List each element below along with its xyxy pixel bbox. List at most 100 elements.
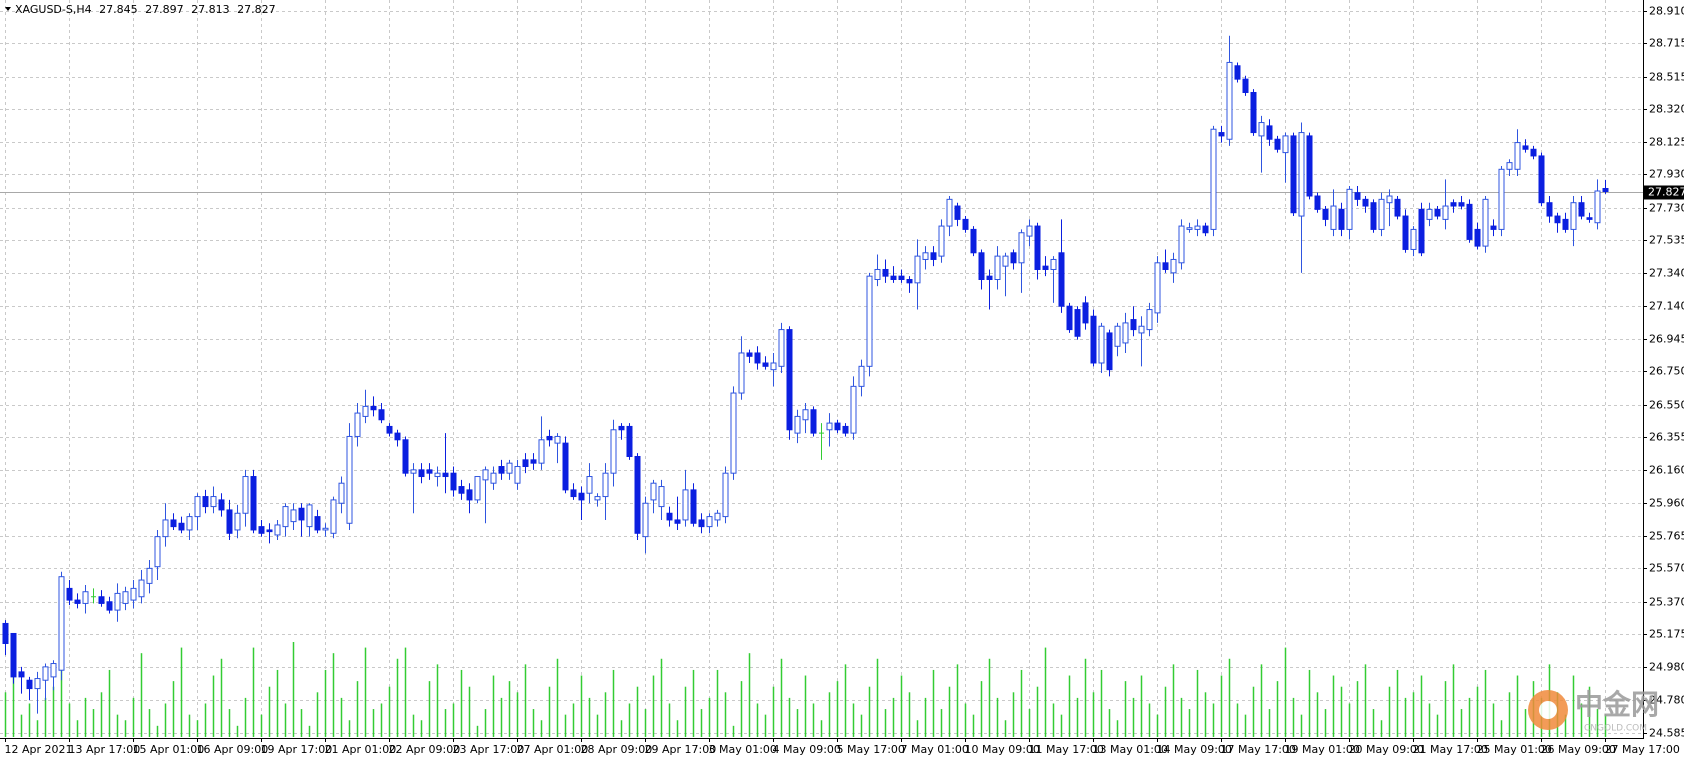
candle-body xyxy=(786,329,793,431)
candle-body xyxy=(1474,228,1481,247)
candle-body xyxy=(18,671,25,678)
x-tick-label: 21 Apr 01:00 xyxy=(325,743,397,756)
y-tick-label: 28.125 xyxy=(1649,136,1684,149)
last-low: 27.813 xyxy=(191,3,230,16)
candle-body xyxy=(730,392,737,474)
candle-body xyxy=(874,268,881,281)
candle-body xyxy=(1162,262,1169,270)
candle-body xyxy=(970,228,977,254)
candle-body xyxy=(1554,215,1561,224)
candle-body xyxy=(842,425,849,434)
candle-body xyxy=(898,275,905,281)
candle-body xyxy=(1450,202,1457,207)
candle-body xyxy=(1426,208,1433,220)
y-tick-label: 26.355 xyxy=(1649,431,1684,444)
candle-body xyxy=(1522,145,1529,150)
candle-body xyxy=(130,587,137,601)
x-tick-label: 16 Apr 09:00 xyxy=(197,743,269,756)
candle-body xyxy=(954,205,961,220)
candle-body xyxy=(986,275,993,281)
candle-body xyxy=(722,472,729,518)
candle-body xyxy=(362,405,369,417)
candle-body xyxy=(1330,205,1337,230)
y-tick-label: 26.160 xyxy=(1649,464,1684,477)
x-tick-label: 22 Apr 09:00 xyxy=(389,743,461,756)
candle-body xyxy=(826,422,833,431)
candle-body xyxy=(586,476,593,494)
candle-body xyxy=(1594,190,1601,224)
candle-body xyxy=(266,529,273,533)
x-tick-label: 27 May 17:00 xyxy=(1605,743,1680,756)
last-close: 27.827 xyxy=(237,3,276,16)
candle-body xyxy=(338,482,345,504)
y-tick-label: 28.515 xyxy=(1649,71,1684,84)
candle-body xyxy=(2,622,9,644)
candle-body xyxy=(482,469,489,481)
candle-body xyxy=(322,527,329,531)
candle-body xyxy=(402,439,409,474)
candle-body xyxy=(34,678,41,690)
candle-body xyxy=(258,526,265,534)
candle-body xyxy=(762,362,769,367)
x-tick-label: 3 May 01:00 xyxy=(709,743,777,756)
candle-body xyxy=(1386,195,1393,204)
candle-body xyxy=(1202,225,1209,234)
x-tick-label: 11 May 17:00 xyxy=(1029,743,1104,756)
candle-body xyxy=(434,472,441,478)
candle-body xyxy=(1362,198,1369,207)
candle-body xyxy=(1306,135,1313,197)
candle-body xyxy=(170,519,177,528)
candle-body xyxy=(1498,168,1505,230)
candle-body xyxy=(546,435,553,441)
candle-body xyxy=(1042,265,1049,270)
candle-body xyxy=(1250,91,1257,134)
candle-body xyxy=(242,476,249,514)
candle-body xyxy=(778,329,785,367)
volume-layer xyxy=(4,642,1607,737)
header: XAGUSD-S,H4 27.845 27.897 27.813 27.827 xyxy=(5,3,276,16)
candle-body xyxy=(650,482,657,501)
candle-body xyxy=(1258,122,1265,137)
candle-body xyxy=(754,352,761,364)
x-tick-label: 20 May 09:00 xyxy=(1349,743,1424,756)
candle-body xyxy=(1546,202,1553,217)
candle-body xyxy=(1570,202,1577,230)
candle-body xyxy=(282,506,289,528)
candle-body xyxy=(1098,325,1105,364)
candle-body xyxy=(1082,302,1089,324)
candle-body xyxy=(938,225,945,257)
candle-body xyxy=(522,459,529,468)
symbol: XAGUSD-S,H4 xyxy=(15,3,92,16)
candle-body xyxy=(1354,192,1361,200)
candle-body xyxy=(498,466,505,474)
grid-layer xyxy=(0,0,1643,737)
candle-body xyxy=(50,663,57,678)
candle-body xyxy=(810,409,817,434)
candle-body xyxy=(562,442,569,491)
candle-body xyxy=(946,198,953,227)
candle-body xyxy=(1050,258,1057,270)
candle-body xyxy=(138,579,145,598)
watermark-name: 中金网 xyxy=(1575,688,1659,721)
y-tick-label: 28.910 xyxy=(1649,5,1684,18)
y-tick-label: 25.175 xyxy=(1649,628,1684,641)
candle-body xyxy=(458,486,465,494)
candle-body xyxy=(682,489,689,521)
candle-body xyxy=(1218,132,1225,137)
candle-body xyxy=(690,489,697,524)
x-tick-label: 27 Apr 01:00 xyxy=(517,743,589,756)
candle-body xyxy=(850,385,857,434)
candle-body xyxy=(1154,262,1161,314)
candle-body xyxy=(1298,132,1305,217)
candle-body xyxy=(1562,218,1569,230)
candle-body xyxy=(1090,315,1097,364)
x-tick-label: 19 Apr 17:00 xyxy=(261,743,333,756)
y-tick-label: 27.730 xyxy=(1649,202,1684,215)
candle-body xyxy=(746,352,753,357)
x-tick-label: 23 Apr 17:00 xyxy=(453,743,525,756)
candle-body xyxy=(306,504,313,528)
y-tick-label: 24.980 xyxy=(1649,661,1684,674)
current-price-box xyxy=(1644,185,1684,200)
y-tick-label: 27.140 xyxy=(1649,300,1684,313)
candle-body xyxy=(194,496,201,518)
